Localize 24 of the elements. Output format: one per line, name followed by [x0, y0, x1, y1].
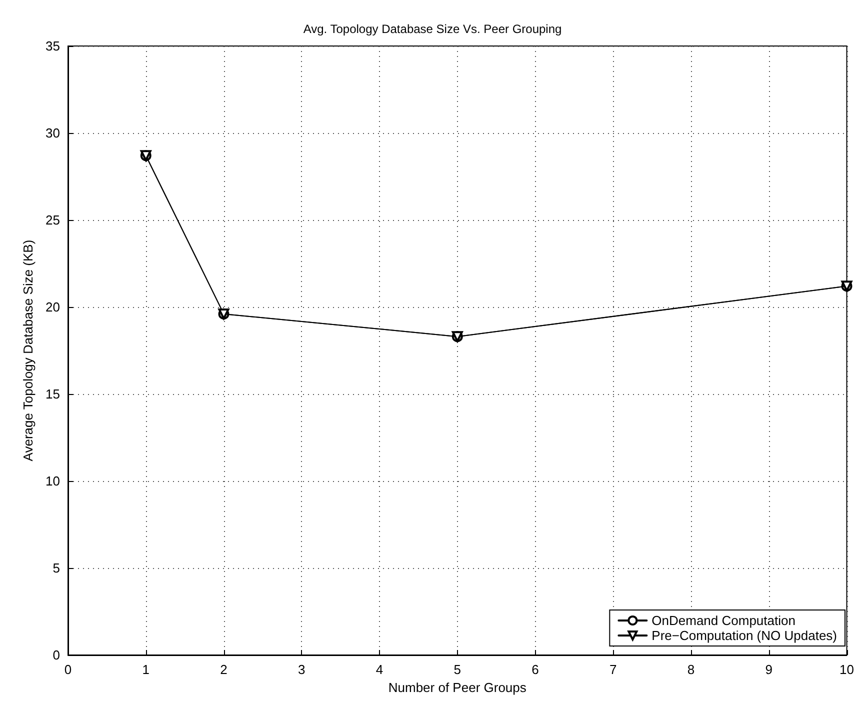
- y-tick-label: 25: [46, 212, 60, 228]
- x-tick-label: 2: [220, 662, 228, 677]
- y-tick-label: 5: [52, 560, 60, 576]
- y-tick-label: 35: [46, 38, 60, 54]
- legend-label: Pre−Computation (NO Updates): [652, 628, 838, 643]
- x-tick-label: 1: [142, 662, 150, 677]
- x-tick-label: 3: [298, 662, 306, 677]
- x-axis-title: Number of Peer Groups: [388, 680, 527, 695]
- y-axis-title: Average Topology Database Size (KB): [20, 240, 36, 462]
- x-tick-label: 6: [532, 662, 539, 677]
- x-tick-label: 0: [64, 662, 72, 677]
- x-tick-label: 9: [765, 662, 773, 677]
- chart-title: Avg. Topology Database Size Vs. Peer Grouping: [303, 22, 562, 36]
- y-tick-label: 30: [46, 126, 60, 140]
- y-tick-label: 15: [46, 386, 60, 402]
- x-tick-label: 7: [610, 662, 617, 677]
- y-tick-label: 0: [52, 648, 60, 662]
- x-tick-label: 4: [376, 662, 384, 677]
- legend-label: OnDemand Computation: [652, 613, 796, 628]
- x-tick-label: 8: [687, 662, 695, 677]
- x-tick-label: 5: [454, 662, 461, 677]
- y-tick-label: 20: [46, 300, 60, 314]
- y-tick-label: 10: [46, 474, 60, 488]
- x-tick-label: 10: [840, 662, 854, 677]
